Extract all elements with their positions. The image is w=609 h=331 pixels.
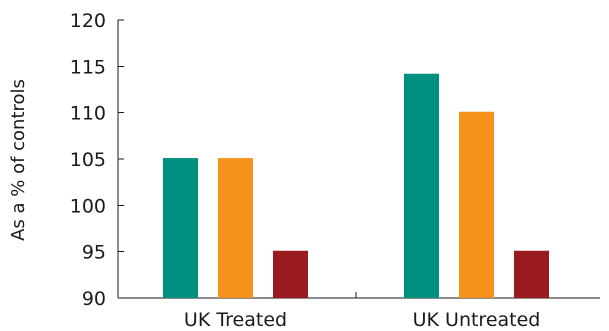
bar (404, 73, 439, 298)
bar (218, 158, 253, 298)
y-tick-label: 100 (70, 195, 106, 217)
y-tick-label: 120 (70, 10, 106, 32)
y-tick-label: 95 (82, 242, 106, 264)
bar (459, 111, 494, 299)
y-tick-label: 110 (70, 103, 106, 125)
labels: 90 95 100 105 110 115 120 UK Treated UK Untreate… (70, 10, 541, 331)
y-tick-label: 90 (82, 288, 106, 310)
y-axis-label: As a % of controls (8, 79, 29, 241)
bar (163, 158, 198, 298)
y-tick-label: 105 (70, 149, 106, 171)
bar (514, 250, 549, 298)
y-tick-label: 115 (70, 56, 106, 78)
x-category-label: UK Untreated (413, 309, 541, 331)
bars (163, 73, 549, 299)
x-category-label: UK Treated (184, 309, 287, 331)
bar (273, 250, 308, 298)
